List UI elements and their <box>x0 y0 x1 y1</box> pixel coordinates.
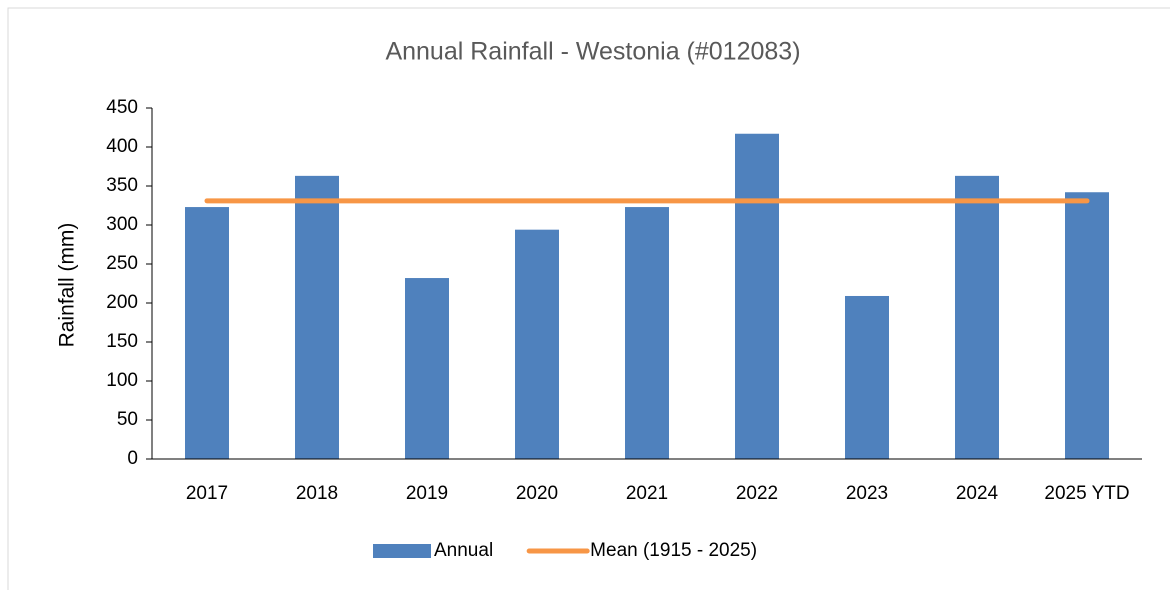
y-tick-label: 300 <box>106 214 138 235</box>
y-tick-label: 250 <box>106 253 138 274</box>
bar <box>515 229 559 459</box>
bar <box>1065 192 1109 460</box>
y-axis-label: Rainfall (mm) <box>56 223 79 348</box>
y-tick-label: 450 <box>106 97 138 118</box>
y-tick-label: 50 <box>117 409 138 430</box>
x-tick-label: 2024 <box>956 483 999 504</box>
x-tick-label: 2017 <box>186 483 228 504</box>
x-tick-label: 2021 <box>626 483 668 504</box>
legend-label: Annual <box>434 540 493 561</box>
y-tick-label: 400 <box>106 136 138 157</box>
bar <box>185 207 229 459</box>
bar <box>735 133 779 460</box>
bar <box>845 295 889 459</box>
y-tick-label: 350 <box>106 175 138 196</box>
y-tick-label: 100 <box>106 370 138 391</box>
x-tick-label: 2018 <box>296 483 338 504</box>
bar <box>295 175 339 460</box>
y-tick-label: 200 <box>106 292 138 313</box>
x-tick-label: 2025 YTD <box>1044 483 1129 504</box>
bar <box>955 175 999 460</box>
bar <box>625 207 669 459</box>
x-tick-label: 2023 <box>846 483 888 504</box>
bar <box>405 278 449 459</box>
x-tick-label: 2019 <box>406 483 448 504</box>
chart-title: Annual Rainfall - Westonia (#012083) <box>385 38 800 66</box>
y-tick-label: 150 <box>106 331 138 352</box>
x-tick-label: 2020 <box>516 483 558 504</box>
legend-swatch <box>373 544 431 558</box>
legend-label: Mean (1915 - 2025) <box>590 540 757 561</box>
x-tick-label: 2022 <box>736 483 778 504</box>
y-tick-label: 0 <box>127 448 138 469</box>
